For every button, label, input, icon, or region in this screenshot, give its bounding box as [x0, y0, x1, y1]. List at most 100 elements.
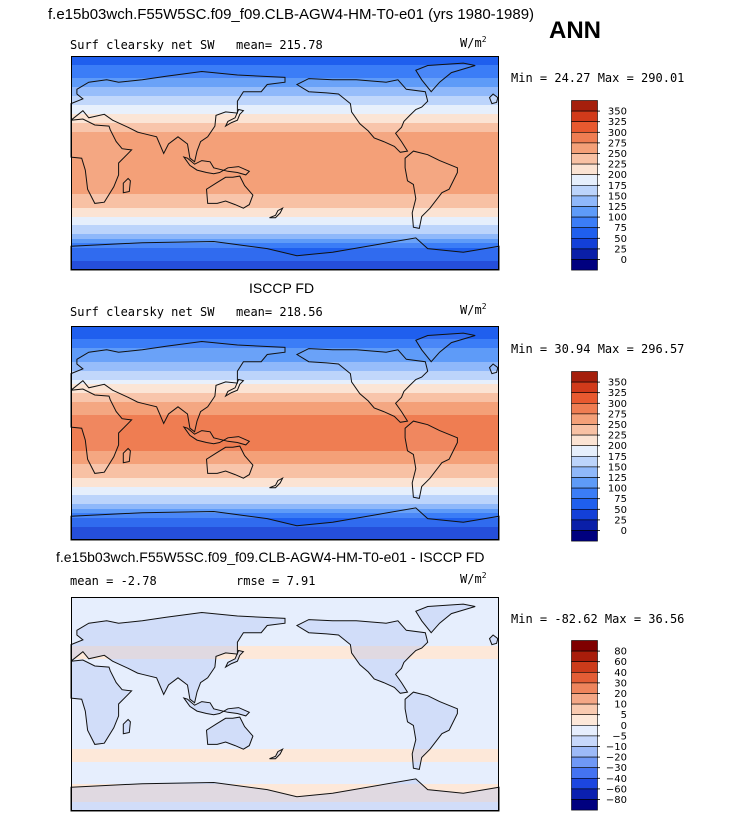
- zonal-band: [71, 487, 499, 492]
- coastline: [70, 340, 286, 433]
- colorbar-tick-label: 75: [614, 223, 627, 234]
- zonal-band: [71, 668, 499, 674]
- colorbar-tick-label: 350: [608, 107, 627, 118]
- coastline: [295, 619, 429, 694]
- colorbar-tick-label: 200: [608, 170, 627, 181]
- zonal-band: [71, 527, 499, 532]
- colorbar-tick-label: −20: [606, 753, 627, 764]
- colorbar-tick-label: 100: [608, 213, 627, 224]
- zonal-band: [71, 105, 499, 111]
- zonal-band: [71, 646, 499, 652]
- colorbar-bin: [571, 445, 598, 457]
- map-frame: [71, 597, 499, 811]
- colorbar-bin: [571, 206, 598, 218]
- zonal-band: [71, 597, 499, 602]
- zonal-band: [71, 504, 499, 510]
- colorbar-bin: [571, 756, 598, 768]
- colorbar-bin: [571, 487, 598, 499]
- coastline: [70, 388, 133, 474]
- zonal-band: [71, 744, 499, 750]
- zonal-band: [71, 424, 499, 430]
- coastline: [488, 363, 499, 375]
- coastline: [224, 378, 245, 398]
- zonal-band: [71, 522, 499, 528]
- zonal-band: [71, 257, 499, 262]
- colorbar-tick-label: 50: [614, 234, 627, 245]
- zonal-band: [71, 65, 499, 70]
- colorbar-bin: [571, 767, 598, 779]
- colorbar-tick-label: 175: [608, 452, 627, 463]
- zonal-band: [71, 789, 499, 794]
- colorbar-bin: [571, 735, 598, 747]
- zonal-band: [71, 610, 499, 616]
- colorbar-tick-label: 50: [614, 505, 627, 516]
- panel1-map: [70, 56, 500, 271]
- zonal-band: [71, 199, 499, 204]
- zonal-band: [71, 393, 499, 398]
- colorbar-tick-label: 200: [608, 441, 627, 452]
- colorbar-bin: [571, 121, 598, 133]
- zonal-band: [71, 248, 499, 253]
- zonal-band: [71, 798, 499, 803]
- zonal-band: [71, 217, 499, 222]
- zonal-band: [71, 775, 499, 781]
- colorbar-bin: [571, 216, 598, 228]
- zonal-band: [71, 429, 499, 434]
- coastline: [269, 477, 284, 489]
- panel2-map: [70, 326, 500, 541]
- coastline: [182, 156, 251, 176]
- zonal-band: [71, 601, 499, 607]
- colorbar-bin: [571, 392, 598, 404]
- zonal-band: [71, 682, 499, 687]
- colorbar-tick-label: 25: [614, 515, 627, 526]
- zonal-band: [71, 518, 499, 523]
- zonal-band: [71, 176, 499, 182]
- colorbar-tick-label: 0: [621, 526, 627, 537]
- zonal-band: [71, 482, 499, 488]
- colorbar-tick-label: 350: [608, 378, 627, 389]
- zonal-band: [71, 762, 499, 767]
- colorbar-tick-label: 25: [614, 244, 627, 255]
- zonal-band: [71, 212, 499, 218]
- coastline: [205, 175, 254, 209]
- colorbar-tick-label: 60: [614, 657, 627, 668]
- zonal-band: [71, 154, 499, 160]
- zonal-band: [71, 469, 499, 474]
- zonal-band: [71, 446, 499, 452]
- map-frame: [71, 326, 499, 540]
- zonal-band: [71, 74, 499, 79]
- case-title: f.e15b03wch.F55W5SC.f09_f09.CLB-AGW4-HM-…: [48, 6, 535, 23]
- zonal-band: [71, 101, 499, 106]
- zonal-band: [71, 677, 499, 683]
- zonal-band: [71, 159, 499, 164]
- zonal-band: [71, 326, 499, 331]
- coastline: [404, 150, 458, 229]
- zonal-band: [71, 731, 499, 736]
- colorbar-tick-label: 300: [608, 399, 627, 410]
- zonal-band: [71, 172, 499, 177]
- zonal-band: [71, 60, 499, 66]
- zonal-band: [71, 402, 499, 407]
- zonal-band: [71, 353, 499, 358]
- colorbar-tick-label: 0: [621, 721, 627, 732]
- zonal-band: [71, 83, 499, 88]
- zonal-band: [71, 473, 499, 479]
- zonal-band: [71, 633, 499, 638]
- zonal-band: [71, 531, 499, 537]
- colorbar-bin: [571, 163, 598, 175]
- zonal-band: [71, 208, 499, 213]
- colorbar-bin: [571, 725, 598, 737]
- zonal-band: [71, 145, 499, 151]
- zonal-band: [71, 615, 499, 620]
- colorbar-bin: [571, 746, 598, 758]
- zonal-band: [71, 500, 499, 505]
- zonal-band: [71, 717, 499, 723]
- colorbar-bin: [571, 477, 598, 489]
- colorbar-bin: [571, 788, 598, 800]
- zonal-band: [71, 628, 499, 634]
- zonal-band: [71, 163, 499, 168]
- panel2-units: W/m2: [460, 302, 487, 317]
- coastline: [205, 445, 254, 479]
- colorbar-bin: [571, 153, 598, 165]
